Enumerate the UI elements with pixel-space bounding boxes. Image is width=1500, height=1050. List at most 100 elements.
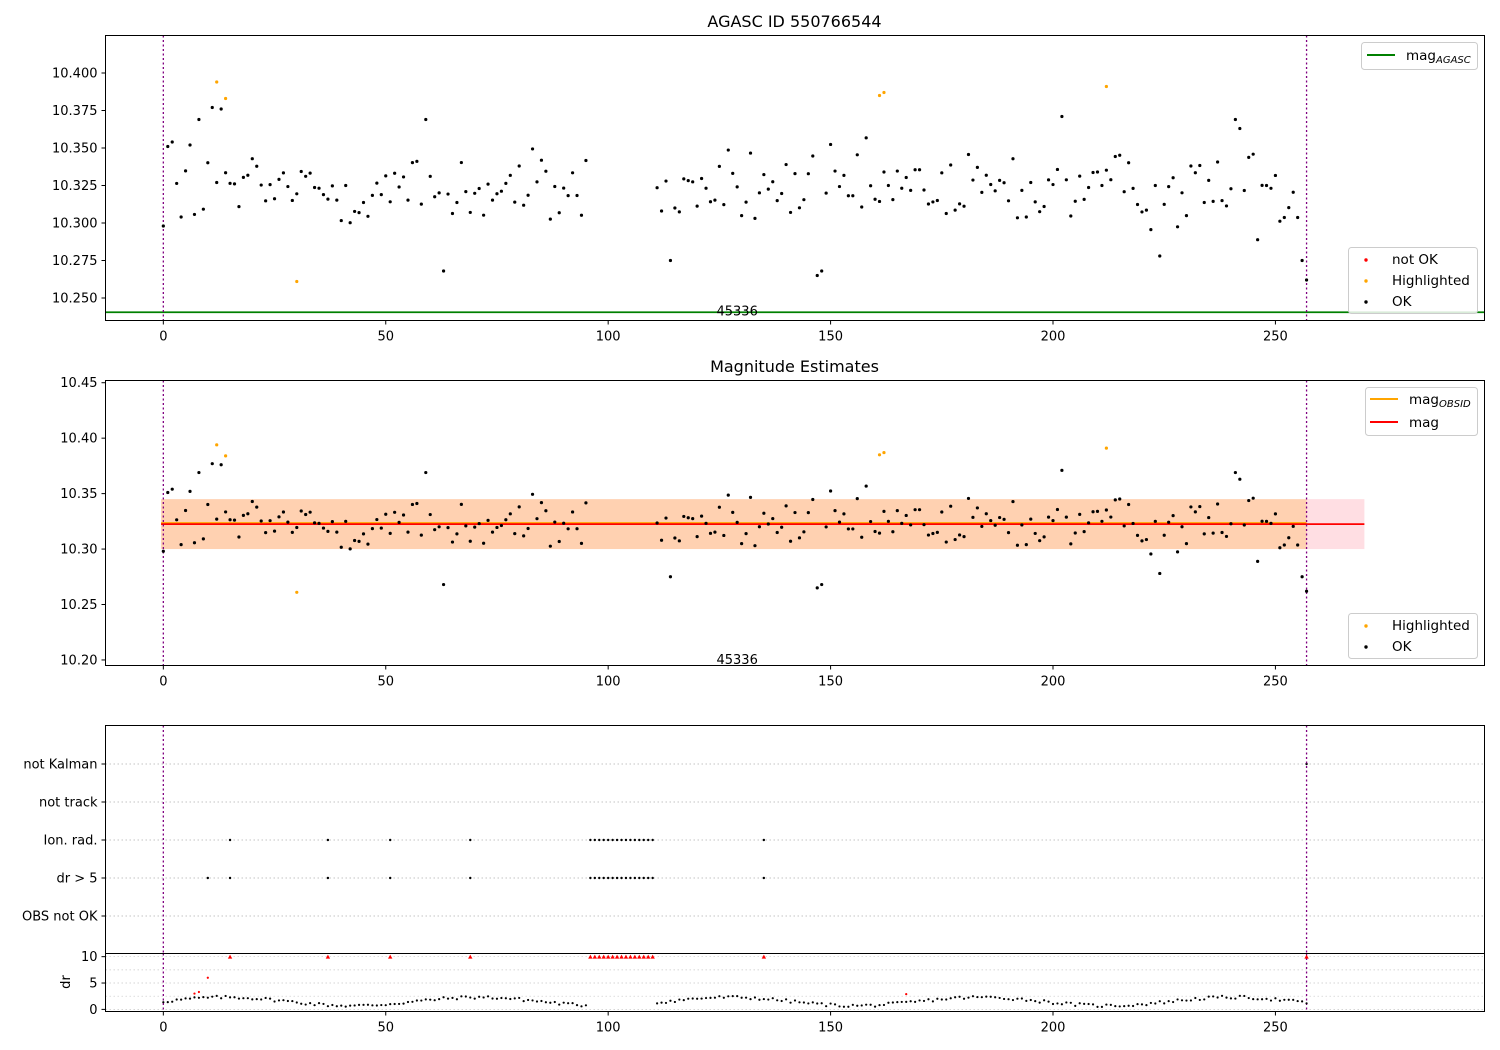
ok-point bbox=[1251, 152, 1255, 156]
agasc-panel-obsid-annotation: 45336 bbox=[716, 305, 757, 320]
dr-point bbox=[438, 998, 441, 1001]
dr-point bbox=[1243, 994, 1246, 998]
dr-point bbox=[1260, 998, 1264, 1001]
dr-point bbox=[415, 999, 418, 1002]
ok-point bbox=[175, 181, 179, 186]
ok-point bbox=[780, 525, 784, 529]
legend-label-mag: mag bbox=[1409, 415, 1439, 431]
dr-point bbox=[807, 1002, 810, 1005]
ok-point bbox=[526, 193, 530, 197]
ok-point bbox=[539, 158, 544, 162]
flag-point bbox=[469, 838, 472, 842]
dr-point bbox=[317, 1002, 321, 1005]
dr-point bbox=[237, 997, 241, 1000]
ok-point bbox=[1060, 468, 1064, 472]
ok-point bbox=[170, 487, 174, 491]
ok-point bbox=[1069, 542, 1073, 546]
ok-point bbox=[1127, 502, 1131, 507]
dr-point bbox=[1016, 997, 1019, 1000]
ok-point bbox=[1162, 202, 1166, 206]
ok-point bbox=[379, 526, 383, 530]
dr-point bbox=[1269, 999, 1273, 1002]
dr-point bbox=[691, 997, 694, 1000]
ok-point bbox=[575, 193, 579, 198]
ok-point bbox=[490, 530, 495, 534]
ok-point bbox=[308, 171, 312, 175]
ok-point bbox=[215, 517, 219, 521]
ok-point bbox=[971, 515, 975, 519]
highlighted-point bbox=[877, 93, 882, 98]
dr-point bbox=[540, 999, 543, 1003]
ok-point bbox=[1104, 508, 1108, 512]
y-tick-label: 10.400 bbox=[52, 67, 98, 82]
y-tick-label: 0 bbox=[89, 1003, 97, 1018]
ok-point bbox=[228, 181, 232, 185]
ok-point bbox=[917, 168, 922, 172]
dr-point bbox=[291, 999, 294, 1003]
dr-point bbox=[535, 1000, 539, 1003]
ok-point bbox=[722, 203, 726, 207]
ok-point bbox=[353, 209, 357, 214]
ok-point bbox=[811, 497, 815, 502]
flag-point bbox=[620, 876, 623, 880]
ok-point bbox=[860, 205, 864, 209]
flag-point bbox=[611, 838, 614, 842]
ok-point bbox=[837, 520, 842, 524]
ok-point bbox=[237, 535, 241, 539]
ok-point bbox=[842, 173, 846, 177]
flag-point bbox=[633, 876, 637, 880]
dr-clipped-marker bbox=[632, 954, 638, 959]
dr-point bbox=[958, 995, 961, 998]
dr-point bbox=[264, 996, 267, 1000]
dr-point bbox=[277, 999, 281, 1002]
dr-point bbox=[518, 996, 521, 1000]
dr-point bbox=[682, 999, 685, 1002]
ok-point bbox=[1060, 114, 1064, 119]
dr-point bbox=[1212, 995, 1215, 998]
ok-point bbox=[1153, 183, 1157, 188]
ok-point bbox=[926, 533, 931, 537]
y-tick-label: 10.300 bbox=[52, 217, 98, 232]
dr-point bbox=[780, 999, 783, 1003]
ok-point bbox=[410, 161, 415, 165]
ok-point bbox=[1064, 515, 1068, 519]
dr-point bbox=[718, 995, 721, 998]
y-tick-label: 5 bbox=[89, 977, 97, 992]
ok-point bbox=[953, 537, 957, 542]
dr-point bbox=[433, 999, 436, 1002]
dr-point bbox=[976, 995, 979, 999]
dr-point bbox=[1087, 1002, 1090, 1006]
dr-clipped-marker bbox=[592, 954, 598, 959]
ok-point bbox=[1238, 477, 1242, 481]
dr-point bbox=[220, 997, 223, 1000]
dr-point bbox=[856, 1004, 859, 1007]
dr-point bbox=[331, 1003, 334, 1007]
dr-point bbox=[900, 1000, 903, 1004]
ok-point bbox=[344, 183, 348, 188]
dr-point bbox=[384, 1004, 387, 1007]
ok-point bbox=[259, 519, 263, 523]
ok-point bbox=[828, 489, 833, 493]
ok-point bbox=[722, 533, 726, 538]
ok-point bbox=[1287, 206, 1291, 210]
ok-point bbox=[562, 521, 566, 525]
ok-point bbox=[388, 200, 392, 204]
ok-point bbox=[548, 217, 552, 221]
ok-point bbox=[980, 524, 984, 529]
ok-point bbox=[1064, 178, 1068, 182]
ok-point bbox=[757, 525, 762, 529]
ok-point bbox=[855, 497, 859, 501]
dr-point bbox=[393, 1002, 396, 1006]
legend-marker-ok-2 bbox=[1364, 645, 1368, 649]
ok-point bbox=[753, 216, 757, 221]
dr-frame bbox=[105, 953, 1485, 1012]
dr-point bbox=[513, 997, 516, 1000]
dr-point bbox=[531, 999, 534, 1002]
ok-point bbox=[339, 218, 343, 223]
ok-point bbox=[299, 169, 303, 174]
ok-point bbox=[277, 177, 281, 181]
dr-point bbox=[1287, 998, 1290, 1001]
dr-point bbox=[1292, 998, 1295, 1001]
ok-point bbox=[539, 501, 544, 505]
dr-point bbox=[967, 996, 970, 999]
